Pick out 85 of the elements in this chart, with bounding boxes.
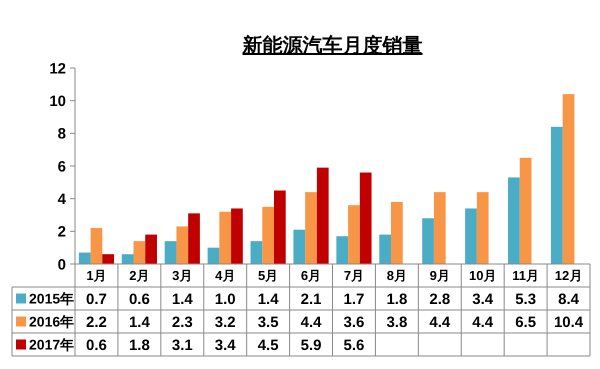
bar — [134, 241, 146, 264]
bar — [391, 202, 403, 264]
data-label: 0.6 — [128, 290, 150, 308]
data-label: 3.8 — [386, 314, 408, 331]
bar — [316, 168, 329, 264]
bar — [508, 177, 520, 264]
data-label: 6.5 — [515, 314, 536, 331]
bar — [231, 208, 243, 264]
bar — [145, 234, 157, 264]
bar — [293, 230, 306, 264]
x-tick-label: 7月 — [344, 268, 364, 284]
data-label: 2.1 — [300, 290, 322, 308]
data-label: 0.7 — [86, 290, 107, 308]
data-label: 4.4 — [300, 314, 322, 331]
bar — [379, 234, 392, 264]
data-label: 5.3 — [515, 290, 536, 308]
y-tick-label: 0 — [58, 256, 66, 274]
data-label: 1.4 — [172, 290, 194, 308]
data-label: 5.9 — [300, 336, 322, 354]
x-tick-label: 6月 — [300, 268, 322, 284]
x-tick-label: 9月 — [430, 268, 450, 284]
bar — [188, 213, 200, 264]
data-label: 3.6 — [344, 314, 364, 331]
bar — [550, 126, 563, 264]
bar — [176, 226, 188, 264]
data-label: 1.8 — [386, 290, 408, 308]
bar — [102, 254, 114, 264]
bar — [562, 94, 574, 264]
x-tick-label: 4月 — [215, 268, 236, 284]
bar — [434, 192, 446, 264]
bar — [164, 241, 176, 264]
x-tick-label: 1月 — [86, 268, 107, 284]
bar — [122, 254, 134, 264]
x-tick-label: 11月 — [512, 268, 539, 284]
data-label: 1.0 — [214, 290, 236, 308]
data-label: 4.4 — [472, 314, 494, 331]
bar — [422, 218, 434, 264]
bar — [274, 190, 286, 264]
bar — [219, 212, 232, 264]
bar — [90, 228, 102, 264]
data-label: 3.2 — [214, 314, 236, 331]
data-label: 4.5 — [258, 336, 279, 354]
data-label: 4.4 — [429, 314, 451, 331]
data-label: 3.1 — [172, 336, 193, 354]
legend-label: 2017年 — [29, 336, 74, 352]
x-tick-label: 10月 — [468, 268, 496, 284]
y-tick-label: 2 — [58, 224, 66, 241]
x-tick-label: 12月 — [554, 268, 582, 284]
x-tick-label: 3月 — [172, 268, 192, 284]
y-tick-label: 12 — [49, 60, 66, 78]
bar — [208, 248, 220, 264]
bar — [520, 158, 532, 264]
data-label: 1.7 — [344, 290, 364, 308]
data-label: 8.4 — [558, 290, 580, 308]
bar — [465, 208, 477, 264]
data-label: 2.3 — [172, 314, 193, 331]
bar — [78, 252, 91, 264]
data-label: 3.5 — [258, 314, 279, 331]
data-label: 5.6 — [344, 336, 364, 354]
chart-title: 新能源汽车月度销量 — [242, 34, 422, 57]
x-tick-label: 8月 — [386, 268, 407, 284]
bar — [262, 206, 274, 264]
y-tick-label: 6 — [58, 158, 66, 176]
bar — [360, 172, 372, 264]
data-label: 3.4 — [472, 290, 494, 308]
bar — [476, 192, 489, 264]
legend-label: 2015年 — [29, 290, 74, 306]
data-label: 1.4 — [258, 290, 280, 308]
data-label: 10.4 — [554, 314, 584, 331]
bar — [336, 236, 348, 264]
bar — [305, 192, 317, 264]
bar — [250, 241, 262, 264]
y-tick-label: 4 — [58, 190, 67, 208]
data-label: 1.4 — [128, 314, 150, 331]
legend-label: 2016年 — [29, 313, 74, 330]
x-tick-label: 5月 — [258, 268, 278, 284]
x-tick-label: 2月 — [129, 268, 150, 284]
data-label: 2.8 — [429, 290, 450, 308]
data-label: 2.2 — [86, 314, 107, 331]
bar — [348, 205, 360, 264]
data-label: 3.4 — [214, 336, 236, 354]
y-tick-label: 8 — [58, 126, 66, 143]
data-label: 1.8 — [128, 336, 150, 354]
data-label: 0.6 — [86, 336, 107, 354]
y-tick-label: 10 — [49, 92, 66, 110]
